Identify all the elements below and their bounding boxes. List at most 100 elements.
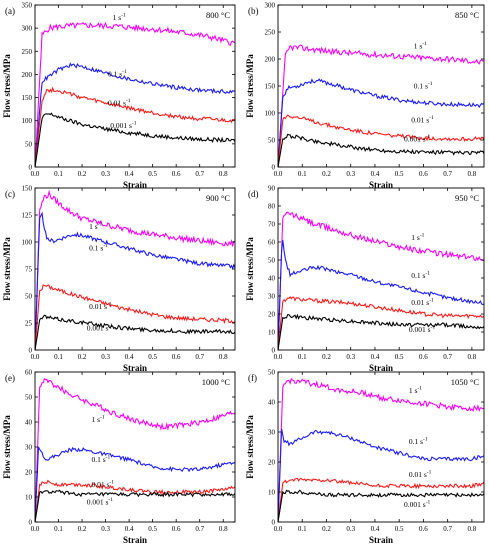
y-tick-label: 10 bbox=[268, 329, 276, 337]
y-tick-label: 0 bbox=[29, 347, 33, 355]
y-axis-label: Flow stress/MPa bbox=[245, 237, 255, 301]
panel-a: 1 s-1 0.1 s-1 0.01 s-1 0.001 s-1 0.0 0.1 0.2 0.… bbox=[2, 2, 236, 190]
x-axis-label: Strain bbox=[123, 180, 147, 190]
series-label: 0.1 s-1 bbox=[89, 243, 108, 253]
plot-frame bbox=[277, 371, 485, 523]
x-tick-label: 0.2 bbox=[78, 353, 87, 361]
x-tick-label: 0.8 bbox=[468, 525, 477, 533]
temperature-label: 1000 °C bbox=[202, 377, 231, 387]
series-label: 0.001 s-1 bbox=[404, 134, 431, 144]
series-label: 0.01 s-1 bbox=[108, 98, 131, 108]
y-tick-label: 250 bbox=[265, 29, 276, 37]
panel-label: (b) bbox=[248, 6, 259, 16]
y-tick-label: 0 bbox=[272, 347, 276, 355]
x-tick-label: 0.6 bbox=[419, 525, 428, 533]
x-tick-label: 0.5 bbox=[148, 525, 157, 533]
x-tick-label: 0.8 bbox=[219, 170, 228, 178]
series-line-0-001-s-1 bbox=[278, 133, 484, 167]
y-tick-label: 200 bbox=[22, 71, 33, 79]
x-tick-label: 0.5 bbox=[148, 353, 157, 361]
y-tick-label: 90 bbox=[268, 185, 276, 193]
series-label: 0.01 s-1 bbox=[91, 480, 114, 490]
y-tick-label: 50 bbox=[25, 394, 33, 402]
x-tick-label: 0.4 bbox=[125, 170, 134, 178]
y-tick-label: 50 bbox=[268, 257, 276, 265]
series-line-0-01-s-1 bbox=[35, 479, 235, 522]
x-tick-label: 0.1 bbox=[54, 353, 63, 361]
series-line-0-001-s-1 bbox=[35, 112, 235, 167]
series-line-0-001-s-1 bbox=[278, 313, 484, 350]
y-axis-label: Flow stress/MPa bbox=[2, 54, 12, 118]
x-tick-label: 0.5 bbox=[395, 353, 404, 361]
x-tick-label: 0.1 bbox=[298, 525, 307, 533]
x-tick-label: 0.3 bbox=[101, 525, 110, 533]
x-tick-label: 0.3 bbox=[346, 353, 355, 361]
x-tick-label: 0.7 bbox=[443, 525, 452, 533]
series-line-0-01-s-1 bbox=[278, 114, 484, 167]
y-tick-label: 20 bbox=[268, 311, 276, 319]
plot-frame bbox=[277, 187, 485, 351]
x-tick-label: 0.7 bbox=[195, 353, 204, 361]
x-tick-label: 0.1 bbox=[298, 170, 307, 178]
series-line-1-s-1 bbox=[278, 211, 484, 350]
plot-frame bbox=[277, 4, 485, 168]
series-label: 0.1 s-1 bbox=[411, 271, 430, 281]
x-tick-label: 0.2 bbox=[78, 170, 87, 178]
y-tick-label: 50 bbox=[25, 293, 33, 301]
series-label: 0.01 s-1 bbox=[411, 298, 434, 308]
y-tick-label: 20 bbox=[268, 459, 276, 467]
x-tick-label: 0.3 bbox=[346, 525, 355, 533]
x-tick-label: 0.1 bbox=[54, 170, 63, 178]
x-tick-label: 0.3 bbox=[101, 353, 110, 361]
y-axis-label: Flow stress/MPa bbox=[245, 415, 255, 479]
series-label: 0.01 s-1 bbox=[409, 470, 432, 480]
temperature-label: 850 °C bbox=[455, 10, 479, 20]
y-tick-label: 350 bbox=[22, 2, 33, 10]
series-line-0-001-s-1 bbox=[35, 489, 235, 522]
y-tick-label: 300 bbox=[265, 2, 276, 10]
series-line-0-01-s-1 bbox=[278, 296, 484, 350]
series-label: 1 s-1 bbox=[409, 386, 422, 396]
y-tick-label: 100 bbox=[22, 239, 33, 247]
panel-f: 1 s-1 0.1 s-1 0.01 s-1 0.001 s-1 0.0 0.1 0.2 0.… bbox=[245, 369, 485, 545]
x-tick-label: 0.4 bbox=[371, 525, 380, 533]
x-tick-label: 0.4 bbox=[125, 525, 134, 533]
series-line-1-s-1 bbox=[278, 44, 484, 167]
series-label: 0.1 s-1 bbox=[91, 455, 110, 465]
x-tick-label: 0.8 bbox=[219, 525, 228, 533]
series-line-0-1-s-1 bbox=[35, 62, 235, 167]
y-tick-label: 60 bbox=[25, 369, 33, 377]
series-label: 0.001 s-1 bbox=[409, 325, 436, 335]
series-label: 0.001 s-1 bbox=[87, 497, 114, 507]
x-tick-label: 0.2 bbox=[322, 525, 331, 533]
y-tick-label: 30 bbox=[25, 444, 33, 452]
y-tick-label: 30 bbox=[268, 429, 276, 437]
x-tick-label: 0.0 bbox=[274, 525, 283, 533]
y-axis-label: Flow stress/MPa bbox=[245, 54, 255, 118]
series-label: 0.1 s-1 bbox=[414, 81, 433, 91]
x-axis-label: Strain bbox=[369, 363, 393, 373]
y-tick-label: 300 bbox=[22, 25, 33, 33]
y-tick-label: 50 bbox=[268, 137, 276, 145]
x-tick-label: 0.6 bbox=[172, 353, 181, 361]
panel-label: (d) bbox=[248, 189, 259, 199]
x-axis-label: Strain bbox=[123, 535, 147, 545]
y-tick-label: 60 bbox=[268, 239, 276, 247]
series-label: 0.1 s-1 bbox=[108, 69, 127, 79]
panel-d: 1 s-1 0.1 s-1 0.01 s-1 0.001 s-1 0.0 0.1 0.2 0.… bbox=[245, 185, 485, 373]
series-line-1-s-1 bbox=[35, 189, 235, 350]
x-tick-label: 0.6 bbox=[419, 170, 428, 178]
x-tick-label: 0.5 bbox=[148, 170, 157, 178]
panel-label: (a) bbox=[5, 6, 15, 16]
y-tick-label: 20 bbox=[25, 469, 33, 477]
x-tick-label: 0.6 bbox=[172, 525, 181, 533]
y-tick-label: 150 bbox=[22, 94, 33, 102]
y-tick-label: 50 bbox=[25, 140, 33, 148]
series-label: 1 s-1 bbox=[113, 12, 126, 22]
x-tick-label: 0.1 bbox=[298, 353, 307, 361]
series-label: 0.01 s-1 bbox=[411, 115, 434, 125]
x-tick-label: 0.5 bbox=[395, 525, 404, 533]
panel-label: (e) bbox=[5, 373, 15, 383]
y-tick-label: 0 bbox=[29, 164, 33, 172]
series-line-0-1-s-1 bbox=[278, 240, 484, 350]
